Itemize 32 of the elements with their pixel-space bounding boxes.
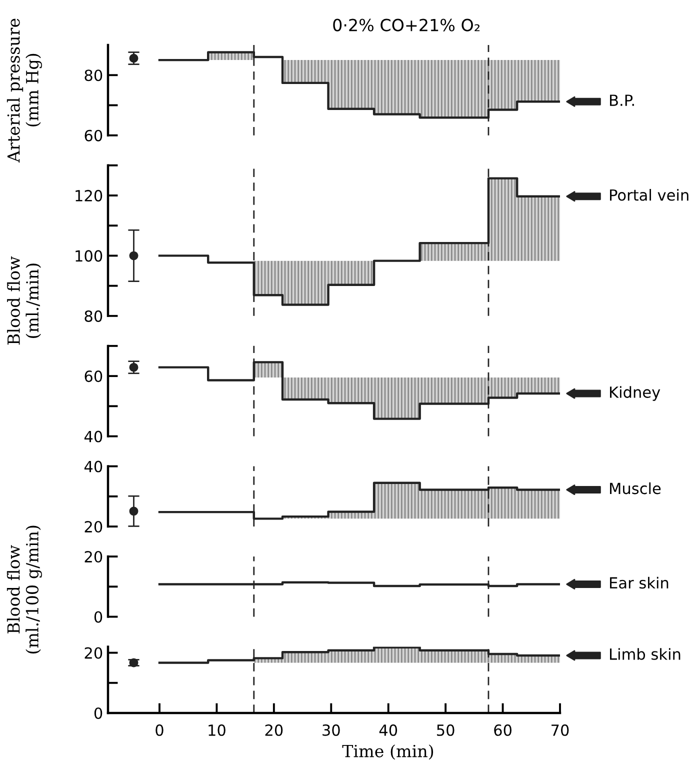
- x-tick-label: 40: [379, 724, 398, 736]
- x-tick-label: 70: [552, 724, 569, 736]
- y-axis-title: Blood flow (ml./min): [7, 256, 41, 345]
- y-tick-label: 20: [84, 550, 102, 563]
- y-tick-label: 20: [84, 520, 102, 533]
- x-axis-title: Time (min): [342, 744, 434, 760]
- x-tick-label: 50: [437, 724, 454, 736]
- y-axis-title: Arterial pressure (mm Hg): [6, 18, 42, 163]
- x-tick-label: 20: [265, 724, 283, 736]
- y-tick-label: 120: [76, 190, 102, 202]
- x-tick-label: 30: [322, 724, 340, 736]
- text: Limb skin: [610, 648, 680, 660]
- y-tick-label: 80: [84, 310, 102, 322]
- y-tick-label: 40: [84, 460, 102, 472]
- y-tick-label: 0: [94, 707, 102, 720]
- x-tick-label: 10: [208, 724, 226, 736]
- legend-label: Kidney: [610, 386, 660, 401]
- y-tick-label: 80: [84, 70, 102, 82]
- y-tick-label: 20: [84, 647, 102, 659]
- y-tick-label: 0: [94, 611, 102, 623]
- legend-label: Ear skin: [610, 576, 668, 589]
- legend-label: B.P.: [610, 94, 634, 106]
- x-tick-label: 60: [494, 724, 512, 736]
- y-tick-label: 60: [84, 370, 102, 382]
- y-tick-label: 40: [84, 430, 102, 442]
- y-tick-label: 60: [84, 130, 102, 142]
- chart-title: 0·2% CO+21% O₂: [333, 18, 480, 32]
- text: Portal vein: [610, 188, 688, 201]
- y-axis-title: Blood flow (ml./100 g/min): [6, 526, 42, 654]
- x-tick-label: 0: [156, 724, 164, 736]
- y-tick-label: 100: [76, 250, 102, 262]
- text: Muscle: [610, 482, 661, 494]
